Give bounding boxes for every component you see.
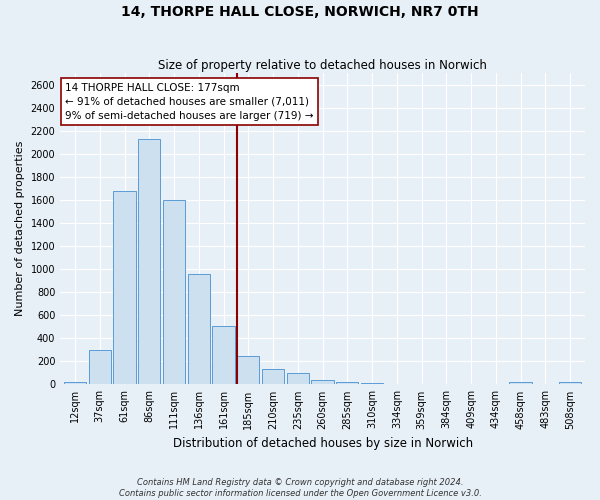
Bar — [336, 382, 358, 384]
Bar — [188, 274, 210, 384]
Bar — [64, 382, 86, 384]
Text: 14, THORPE HALL CLOSE, NORWICH, NR7 0TH: 14, THORPE HALL CLOSE, NORWICH, NR7 0TH — [121, 5, 479, 19]
Bar — [113, 191, 136, 384]
X-axis label: Distribution of detached houses by size in Norwich: Distribution of detached houses by size … — [173, 437, 473, 450]
Bar — [262, 370, 284, 384]
Bar — [212, 326, 235, 384]
Bar — [287, 373, 309, 384]
Text: Contains HM Land Registry data © Crown copyright and database right 2024.
Contai: Contains HM Land Registry data © Crown c… — [119, 478, 481, 498]
Bar — [509, 382, 532, 384]
Y-axis label: Number of detached properties: Number of detached properties — [15, 141, 25, 316]
Title: Size of property relative to detached houses in Norwich: Size of property relative to detached ho… — [158, 59, 487, 72]
Bar — [89, 350, 111, 384]
Bar — [311, 380, 334, 384]
Bar — [138, 139, 160, 384]
Bar — [559, 382, 581, 384]
Text: 14 THORPE HALL CLOSE: 177sqm
← 91% of detached houses are smaller (7,011)
9% of : 14 THORPE HALL CLOSE: 177sqm ← 91% of de… — [65, 82, 314, 120]
Bar — [237, 356, 259, 384]
Bar — [163, 200, 185, 384]
